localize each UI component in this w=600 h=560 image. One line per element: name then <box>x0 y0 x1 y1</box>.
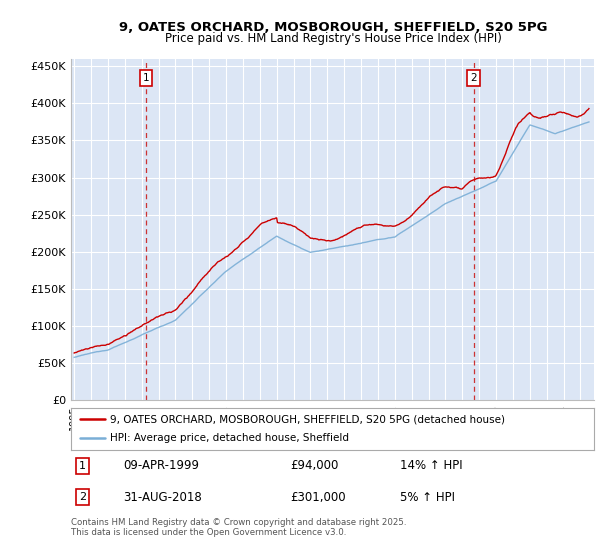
Text: 2: 2 <box>79 492 86 502</box>
Text: 2: 2 <box>470 73 477 82</box>
Text: 31-AUG-2018: 31-AUG-2018 <box>123 491 202 503</box>
Text: 9, OATES ORCHARD, MOSBOROUGH, SHEFFIELD, S20 5PG (detached house): 9, OATES ORCHARD, MOSBOROUGH, SHEFFIELD,… <box>110 414 505 424</box>
Text: 14% ↑ HPI: 14% ↑ HPI <box>400 459 463 472</box>
Text: 9, OATES ORCHARD, MOSBOROUGH, SHEFFIELD, S20 5PG: 9, OATES ORCHARD, MOSBOROUGH, SHEFFIELD,… <box>119 21 547 34</box>
Text: HPI: Average price, detached house, Sheffield: HPI: Average price, detached house, Shef… <box>110 433 349 444</box>
Text: 1: 1 <box>143 73 149 82</box>
Text: Price paid vs. HM Land Registry's House Price Index (HPI): Price paid vs. HM Land Registry's House … <box>164 32 502 45</box>
Text: £94,000: £94,000 <box>290 459 339 472</box>
Text: 1: 1 <box>79 461 86 471</box>
Text: 09-APR-1999: 09-APR-1999 <box>123 459 199 472</box>
Text: Contains HM Land Registry data © Crown copyright and database right 2025.
This d: Contains HM Land Registry data © Crown c… <box>71 518 406 538</box>
Text: £301,000: £301,000 <box>290 491 346 503</box>
Text: 5% ↑ HPI: 5% ↑ HPI <box>400 491 455 503</box>
